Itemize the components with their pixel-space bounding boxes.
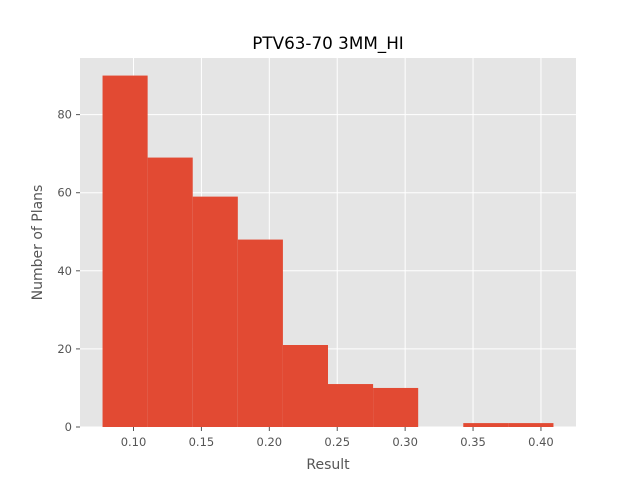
y-axis-ticks: 0 20 40 60 80: [57, 108, 80, 434]
histogram-bar: [147, 157, 193, 428]
histogram-bar: [463, 423, 509, 427]
x-tick-label: 0.35: [460, 435, 486, 449]
histogram-bar: [508, 423, 554, 427]
x-tick-label: 0.40: [528, 435, 554, 449]
histogram-bar: [237, 239, 283, 427]
y-tick-label: 40: [57, 264, 72, 278]
histogram-bar: [373, 387, 419, 427]
x-tick-label: 0.30: [392, 435, 418, 449]
y-axis-label: Number of Plans: [30, 185, 46, 301]
y-tick-label: 20: [57, 342, 72, 356]
x-axis-label: Result: [306, 457, 350, 473]
x-tick-label: 0.15: [189, 435, 215, 449]
histogram-bar: [192, 196, 238, 427]
y-tick-label: 60: [57, 186, 72, 200]
bars: [102, 75, 554, 428]
histogram-bar: [282, 345, 328, 427]
histogram-bar: [328, 384, 374, 427]
x-tick-label: 0.25: [324, 435, 350, 449]
x-tick-label: 0.20: [257, 435, 283, 449]
x-tick-label: 0.10: [121, 435, 147, 449]
y-tick-label: 0: [65, 420, 72, 434]
x-axis-ticks: 0.10 0.15 0.20 0.25 0.30 0.35 0.40: [121, 427, 554, 449]
histogram-bar: [102, 75, 148, 428]
y-tick-label: 80: [57, 108, 72, 122]
chart-title: PTV63-70 3MM_HI: [252, 33, 404, 54]
